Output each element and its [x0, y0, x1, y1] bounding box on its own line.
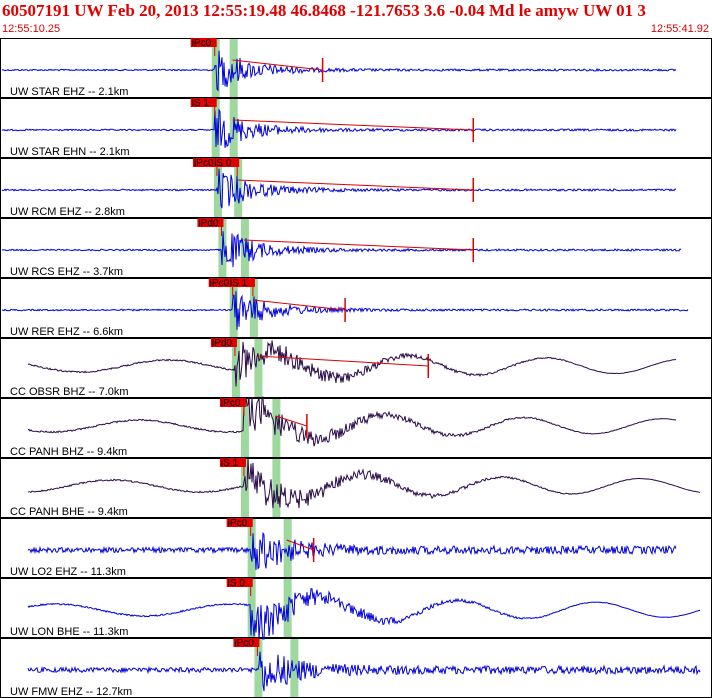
station-label: UW FMW EHZ -- 12.7km: [10, 686, 132, 698]
pick-box[interactable]: [192, 158, 219, 167]
coda-fit-line: [257, 355, 429, 367]
pick-label: iS 1: [192, 98, 210, 109]
pick-label: iPc0: [234, 638, 254, 649]
p-phase-band: [231, 338, 240, 398]
pick-label: iPc0: [194, 158, 214, 169]
s-phase-band: [290, 638, 299, 698]
p-phase-band: [240, 458, 249, 518]
waveform-trace: [1, 108, 677, 148]
p-phase-band: [240, 398, 249, 458]
pick-label: iPd0: [212, 338, 232, 349]
s-phase-band: [234, 158, 243, 218]
station-label: UW STAR EHN -- 2.1km: [10, 146, 130, 158]
s-phase-band: [283, 518, 292, 578]
coda-fit-line: [286, 539, 314, 551]
coda-fit-line: [275, 415, 308, 427]
s-phase-band: [254, 338, 263, 398]
waveform-trace: [27, 531, 677, 570]
pick-label: iPc0: [221, 398, 241, 409]
waveform-trace: [1, 168, 677, 209]
station-label: UW RER EHZ -- 6.6km: [10, 326, 123, 338]
waveform-trace: [1, 50, 677, 92]
pick-box[interactable]: [197, 218, 224, 227]
pick-label: iPc0: [228, 518, 248, 529]
pick-label: iPc0: [192, 38, 212, 49]
pick-box[interactable]: [219, 398, 246, 407]
station-label: UW STAR EHZ -- 2.1km: [10, 86, 128, 98]
window-start-time: 12:55:10.25: [2, 23, 61, 35]
pick-box[interactable]: [228, 278, 255, 287]
pick-box[interactable]: [208, 278, 235, 287]
station-label: UW LON BHE -- 11.3km: [10, 626, 128, 638]
s-phase-band: [249, 278, 258, 338]
s-phase-band: [272, 398, 281, 458]
pick-box[interactable]: [190, 98, 217, 107]
waveform-trace: [27, 588, 701, 640]
station-label: CC PANH BHZ -- 9.4km: [10, 446, 127, 458]
pick-box[interactable]: [219, 458, 246, 467]
s-phase-band: [229, 38, 238, 98]
pick-box[interactable]: [190, 38, 217, 47]
coda-fit-line: [232, 59, 323, 71]
p-phase-band: [229, 278, 238, 338]
pick-label: iS 0: [228, 578, 246, 589]
coda-fit-line: [232, 119, 474, 131]
event-title: 60507191 UW Feb 20, 2013 12:55:19.48 46.…: [2, 1, 646, 20]
pick-box[interactable]: [226, 578, 253, 587]
event-header: 60507191 UW Feb 20, 2013 12:55:19.48 46.…: [0, 0, 712, 38]
coda-fit-line: [243, 239, 474, 251]
pick-box[interactable]: [233, 638, 260, 647]
waveform-trace: [27, 651, 701, 692]
coda-fit-line: [252, 299, 346, 311]
pick-label: iPd0: [198, 218, 218, 229]
station-label: CC OBSR BHZ -- 7.0km: [10, 386, 129, 398]
station-label: UW LO2 EHZ -- 11.3km: [10, 566, 126, 578]
window-end-time: 12:55:41.92: [650, 23, 709, 35]
pick-label: iS 0: [214, 158, 232, 169]
waveform-trace: [27, 340, 677, 387]
coda-fit-line: [237, 179, 474, 191]
p-phase-band: [247, 578, 256, 638]
station-label: CC PANH BHE -- 9.4km: [10, 506, 128, 518]
pick-box[interactable]: [210, 338, 237, 347]
p-phase-band: [247, 518, 256, 578]
trace-panels: iPc0 UW STAR EHZ -- 2.1km iS 1 UW STAR EHN …: [0, 38, 712, 698]
waveform-trace: [27, 458, 701, 509]
station-label: UW RCM EHZ -- 2.8km: [10, 206, 125, 218]
waveform-trace: [27, 396, 677, 447]
station-label: UW RCS EHZ -- 3.7km: [10, 266, 123, 278]
pick-label: iPc0: [210, 278, 230, 289]
waveform-trace: [1, 231, 682, 268]
pick-box[interactable]: [213, 158, 240, 167]
pick-label: iS 1: [230, 278, 248, 289]
pick-box[interactable]: [226, 518, 253, 527]
pick-label: iS 1: [221, 458, 239, 469]
s-phase-band: [240, 218, 249, 278]
